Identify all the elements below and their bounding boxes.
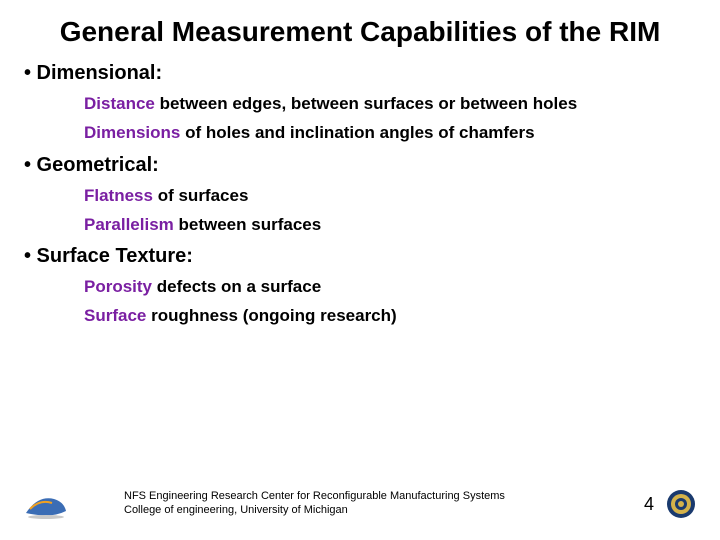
footer: NFS Engineering Research Center for Reco… (0, 480, 720, 528)
footer-text: NFS Engineering Research Center for Reco… (124, 490, 644, 518)
bullet-item: Distance between edges, between surfaces… (84, 93, 696, 114)
footer-line-1: NFS Engineering Research Center for Reco… (124, 490, 644, 504)
section-heading-geometrical: • Geometrical: (24, 154, 696, 177)
bullet-item: Surface roughness (ongoing research) (84, 305, 696, 326)
keyword: Distance (84, 94, 155, 113)
bullet-text: defects on a surface (152, 277, 321, 296)
bullet-item: Porosity defects on a surface (84, 276, 696, 297)
logo-right-icon (666, 489, 696, 519)
slide: General Measurement Capabilities of the … (0, 0, 720, 540)
keyword: Porosity (84, 277, 152, 296)
keyword: Surface (84, 306, 146, 325)
bullet-item: Dimensions of holes and inclination angl… (84, 122, 696, 143)
bullet-text: of surfaces (153, 186, 248, 205)
page-number: 4 (644, 494, 654, 515)
bullet-item: Parallelism between surfaces (84, 214, 696, 235)
keyword: Flatness (84, 186, 153, 205)
logo-left-icon (24, 487, 68, 521)
bullet-text: between surfaces (174, 215, 321, 234)
page-title: General Measurement Capabilities of the … (24, 16, 696, 48)
bullet-text: of holes and inclination angles of chamf… (180, 123, 534, 142)
bullet-text: roughness (ongoing research) (146, 306, 396, 325)
footer-line-2: College of engineering, University of Mi… (124, 504, 644, 518)
bullet-item: Flatness of surfaces (84, 185, 696, 206)
keyword: Parallelism (84, 215, 174, 234)
bullet-text: between edges, between surfaces or betwe… (155, 94, 577, 113)
section-heading-surface-texture: • Surface Texture: (24, 245, 696, 268)
section-heading-dimensional: • Dimensional: (24, 62, 696, 85)
keyword: Dimensions (84, 123, 180, 142)
